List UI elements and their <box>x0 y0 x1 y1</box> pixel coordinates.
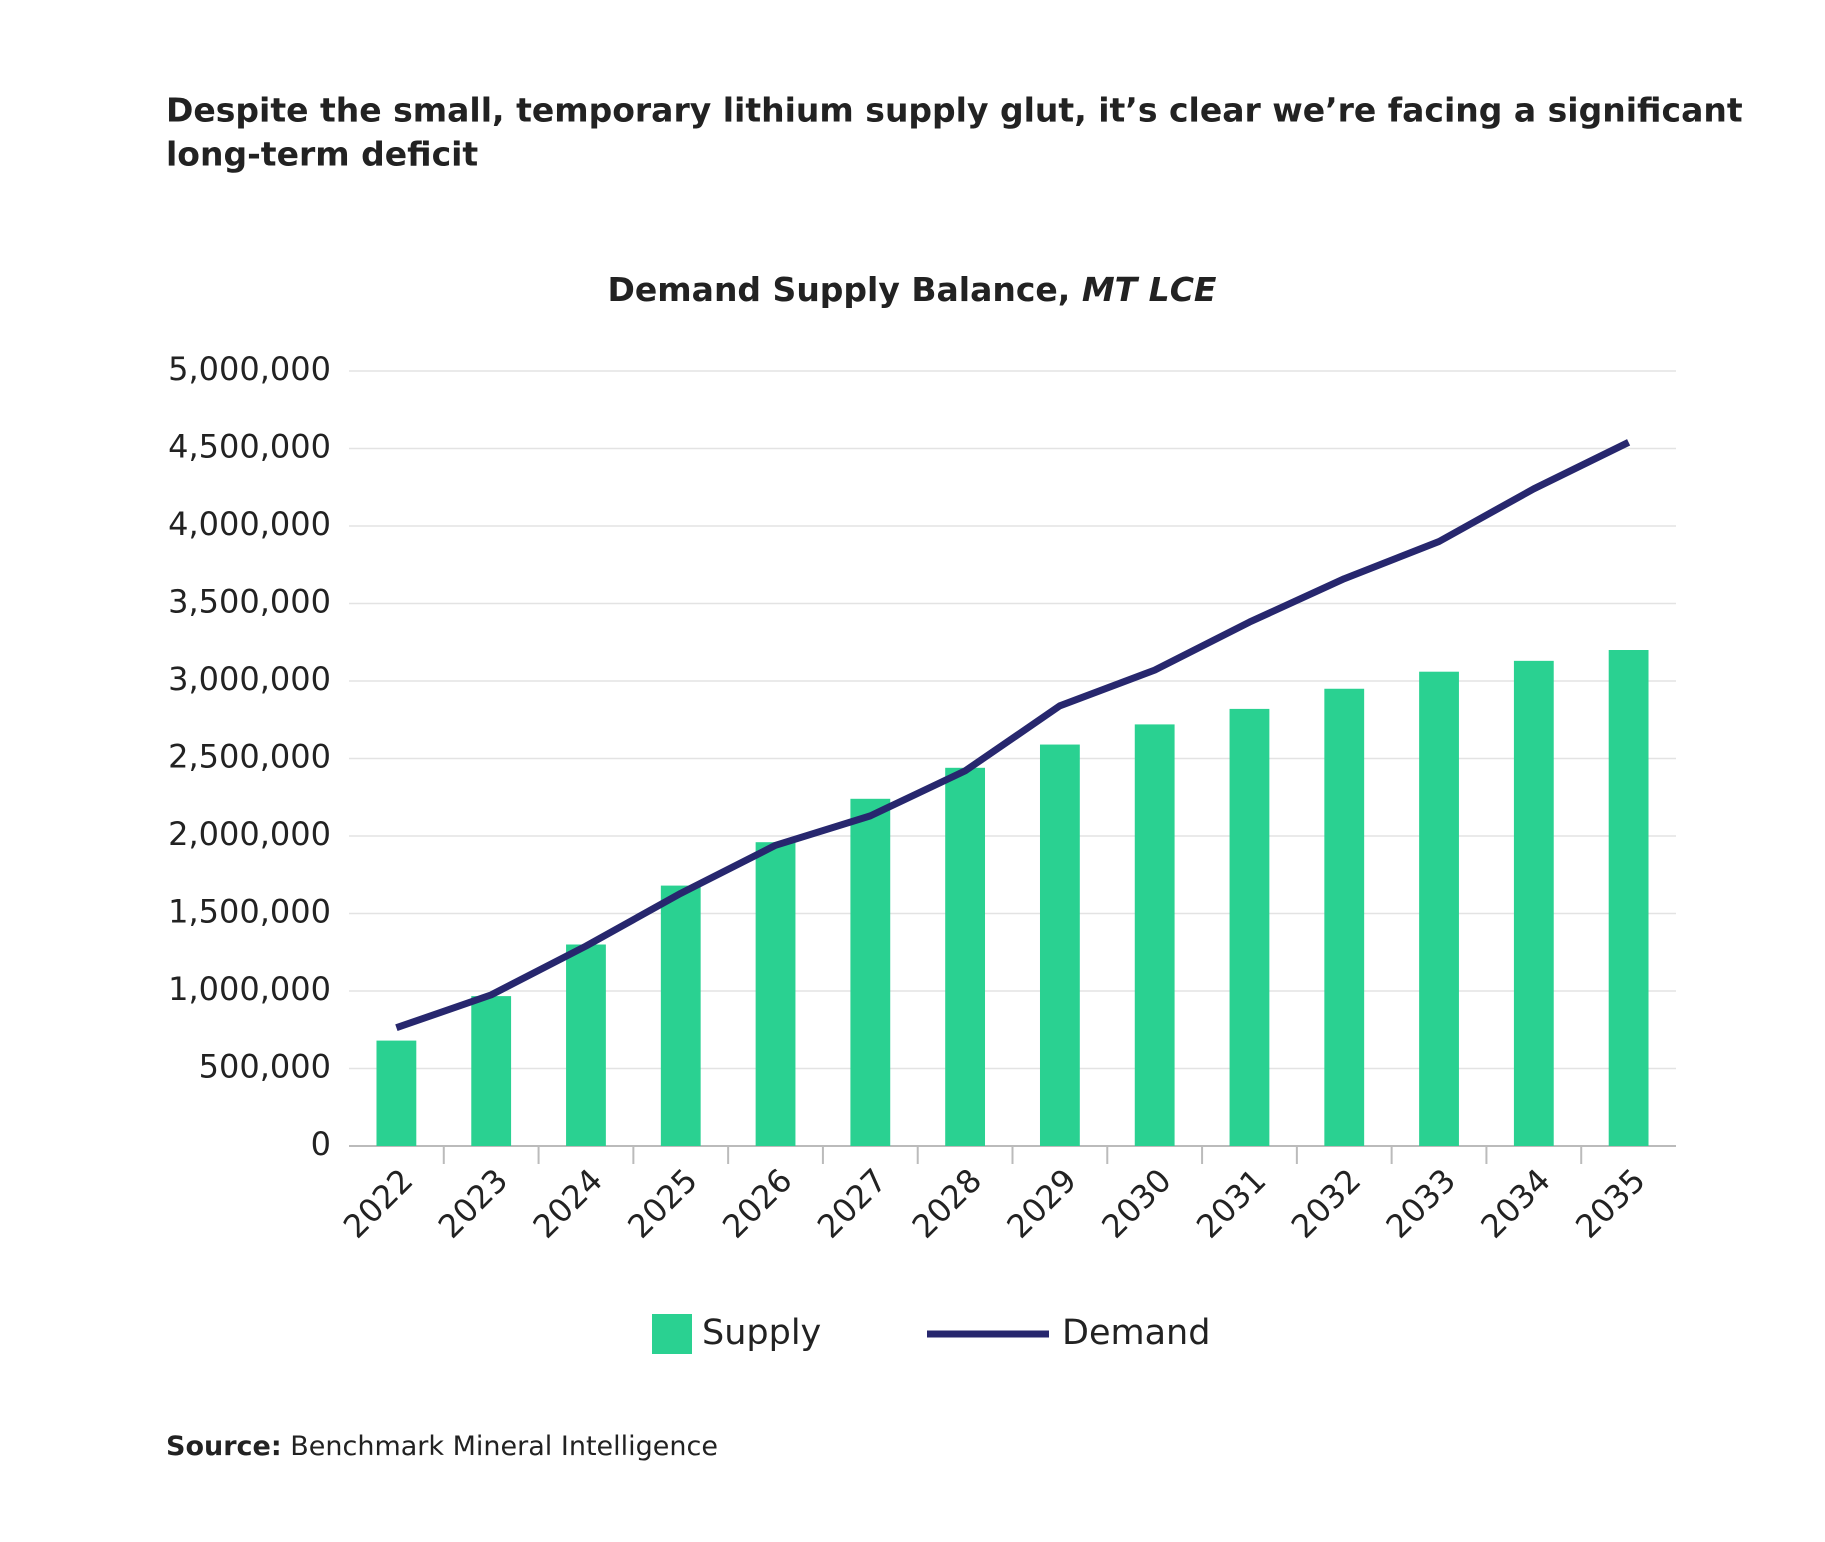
plot: 0 500,000 1,000,000 1,500,000 2,000,000 2,500… <box>168 350 1676 1354</box>
x-tick-label: 2026 <box>715 1161 799 1245</box>
y-tick-label: 2,500,000 <box>168 738 331 776</box>
bar <box>1134 724 1175 1146</box>
headline: long-term deficit <box>166 135 478 174</box>
x-tick-label: 2030 <box>1094 1161 1178 1245</box>
y-tick-label: 500,000 <box>199 1048 331 1086</box>
x-tick-label: 2028 <box>905 1161 989 1245</box>
bar <box>755 842 796 1146</box>
x-tick-label: 2031 <box>1189 1161 1273 1245</box>
line <box>395 439 1631 1032</box>
y-tick-label: 3,000,000 <box>168 660 331 698</box>
y-tick-label: 2,000,000 <box>168 815 331 853</box>
bar <box>1419 671 1459 1146</box>
bar <box>566 944 606 1146</box>
bar <box>1324 688 1365 1146</box>
x-tick-label: 2027 <box>810 1161 894 1245</box>
x-tick-label: 2032 <box>1284 1161 1368 1245</box>
y-tick-label: 4,000,000 <box>168 505 331 543</box>
bar <box>376 1040 417 1146</box>
bar <box>660 885 701 1146</box>
source: Source: Benchmark Mineral Intelligence <box>166 1431 718 1462</box>
title-text: Demand Supply Balance, <box>608 270 1071 309</box>
x-tick-label: 2023 <box>431 1161 515 1245</box>
y-tick-label: 1,500,000 <box>168 893 331 931</box>
bar <box>850 798 891 1146</box>
bar <box>1513 660 1554 1146</box>
y-tick-label: 1,000,000 <box>168 970 331 1008</box>
x-tick-label: 2024 <box>526 1161 610 1245</box>
headline: Despite the small, temporary lithium sup… <box>166 91 1743 130</box>
bar <box>1039 744 1080 1146</box>
legend-label: Supply <box>702 1313 821 1353</box>
title-unit: MT LCE <box>1082 270 1217 309</box>
x-tick-label: 2035 <box>1568 1161 1652 1245</box>
source-text: Benchmark Mineral Intelligence <box>290 1431 718 1462</box>
x-tick-label: 2029 <box>999 1161 1083 1245</box>
legend-label: Demand <box>1062 1313 1210 1353</box>
chart-title: Demand Supply Balance, MT LCE <box>608 270 1217 309</box>
y-tick-label: 5,000,000 <box>168 350 331 388</box>
source-label: Source: <box>166 1431 282 1462</box>
x-tick-label: 2022 <box>336 1161 420 1245</box>
legend-swatch <box>652 1314 692 1354</box>
bar <box>471 996 512 1146</box>
bar <box>1608 650 1649 1146</box>
y-tick-label: 4,500,000 <box>168 428 331 466</box>
x-tick-label: 2033 <box>1379 1161 1463 1245</box>
bar <box>945 767 986 1146</box>
x-tick-label: 2025 <box>620 1161 704 1245</box>
x-tick-label: 2034 <box>1473 1161 1557 1245</box>
bar <box>1229 708 1270 1146</box>
y-tick-label: 3,500,000 <box>168 583 331 621</box>
y-tick-label: 0 <box>311 1125 331 1163</box>
